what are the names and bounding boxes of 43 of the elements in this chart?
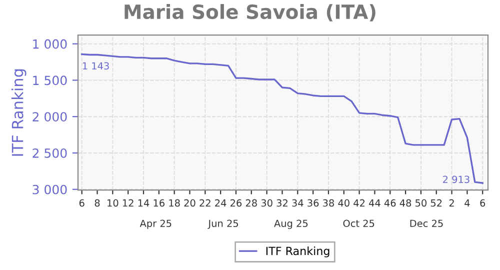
x-tick-label: 24 <box>215 199 226 206</box>
x-tick-label: 6 <box>480 199 486 207</box>
y-tick-label: 2 500 <box>32 148 67 158</box>
x-tick-label: 34 <box>292 199 304 207</box>
x-tick-label: 44 <box>369 199 380 206</box>
x-tick-label: 28 <box>246 199 257 207</box>
x-tick-label: 18 <box>169 199 180 207</box>
x-tick-label: 26 <box>230 199 242 207</box>
x-tick-label: 36 <box>308 199 319 207</box>
y-tick-label: 2 000 <box>32 112 67 122</box>
chart-title: Maria Sole Savoia (ITA) <box>124 4 376 22</box>
x-tick-label: 30 <box>261 199 272 207</box>
x-tick-label: 12 <box>122 199 134 206</box>
x-tick-label: 4 <box>464 199 470 206</box>
text: 1 143 <box>82 62 109 70</box>
y-tick-label: 1 500 <box>33 76 67 86</box>
y-tick-label: 1 000 <box>33 39 67 49</box>
x-tick-label: 52 <box>430 199 442 207</box>
text: 2 913 <box>442 176 470 184</box>
text: Jun 25 <box>208 220 238 229</box>
x-tick-label: 10 <box>108 199 118 207</box>
x-tick-label: 14 <box>138 199 150 206</box>
x-tick-label: 40 <box>338 199 350 207</box>
line-series <box>81 53 484 184</box>
x-tick-label: 8 <box>94 199 100 207</box>
legend-label: ITF Ranking <box>266 246 330 258</box>
x-tick-label: 20 <box>184 199 196 207</box>
text: Aug 25 <box>274 220 308 229</box>
x-tick-label: 6 <box>79 199 84 207</box>
x-tick-label: 2 <box>449 199 454 206</box>
x-tick-label: 48 <box>400 199 412 207</box>
text: Apr 25 <box>140 220 172 229</box>
x-tick-label: 50 <box>416 199 426 207</box>
text: Oct 25 <box>343 220 374 228</box>
y-tick-label: 3 000 <box>32 184 67 194</box>
x-tick-label: 38 <box>323 199 334 207</box>
x-tick-label: 22 <box>200 199 210 206</box>
x-tick-label: 46 <box>384 199 396 207</box>
y-axis-title: ITF Ranking <box>11 69 26 156</box>
text: Dec 25 <box>410 220 443 228</box>
x-tick-label: 32 <box>276 199 288 207</box>
x-tick-label: 16 <box>154 199 164 207</box>
x-tick-label: 42 <box>354 199 365 206</box>
